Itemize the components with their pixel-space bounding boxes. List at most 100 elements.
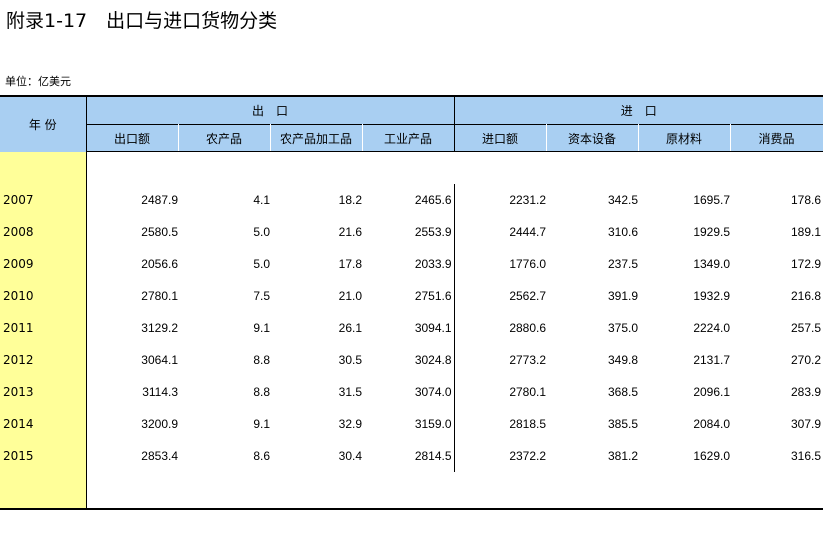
page-title: 附录1-17 出口与进口货物分类 xyxy=(6,10,278,32)
value-cell: 2224.0 xyxy=(693,321,731,335)
value-cell: 349.8 xyxy=(607,353,639,367)
value-cell: 172.9 xyxy=(791,257,822,271)
value-cell: 5.0 xyxy=(253,257,270,271)
value-cell: 310.6 xyxy=(607,225,639,239)
value-cell: 2580.5 xyxy=(141,225,178,239)
value-cell: 2096.1 xyxy=(693,385,731,399)
value-cell: 2131.7 xyxy=(693,353,731,367)
value-cell: 2444.7 xyxy=(509,225,547,239)
year-cell: 2013 xyxy=(0,376,87,408)
value-cell: 2465.6 xyxy=(362,184,455,216)
value-cell: 381.2 xyxy=(607,449,639,463)
value-cell: 2853.4 xyxy=(141,449,178,463)
value-cell: 3114.3 xyxy=(142,385,178,399)
value-cell: 2562.7 xyxy=(509,289,547,303)
value-cell: 385.5 xyxy=(607,417,639,431)
year-cell: 2015 xyxy=(0,440,87,472)
col-header-raw-materials: 原材料 xyxy=(638,124,731,152)
value-cell: 5.0 xyxy=(253,225,270,239)
col-header-agri-processed: 农产品加工品 xyxy=(270,124,363,152)
value-cell: 2487.9 xyxy=(141,193,178,207)
table-row: 2013 3114.3 8.8 31.5 3074.0 2780.1 368.5 2096.1… xyxy=(0,376,823,408)
table-row: 2007 2487.9 4.1 18.2 2465.6 2231.2 342.5 1695.7… xyxy=(0,184,823,216)
value-cell: 368.5 xyxy=(607,385,639,399)
table-row: 2010 2780.1 7.5 21.0 2751.6 2562.7 391.9 1932.9… xyxy=(0,280,823,312)
col-header-consumer-goods: 消费品 xyxy=(730,124,823,152)
year-cell: 2011 xyxy=(0,312,87,344)
value-cell: 21.6 xyxy=(338,225,362,239)
trade-table: 年 份 出 口 进 口 出口额 农产品 农产品加工品 工业产品 进口额 资本设备… xyxy=(0,95,823,510)
col-header-import-total: 进口额 xyxy=(454,124,547,152)
value-cell: 1932.9 xyxy=(693,289,731,303)
value-cell: 18.2 xyxy=(338,193,362,207)
value-cell: 1349.0 xyxy=(693,257,731,271)
import-group-header: 进 口 xyxy=(454,95,823,125)
col-header-export-total: 出口额 xyxy=(86,124,179,152)
value-cell: 270.2 xyxy=(791,353,822,367)
value-cell: 2814.5 xyxy=(362,440,455,472)
col-header-industrial: 工业产品 xyxy=(362,124,455,152)
year-cell-blank xyxy=(0,472,87,510)
year-cell-blank xyxy=(0,151,87,184)
value-cell: 9.1 xyxy=(253,417,270,431)
table-row: 2011 3129.2 9.1 26.1 3094.1 2880.6 375.0 2224.0… xyxy=(0,312,823,344)
value-cell: 237.5 xyxy=(607,257,639,271)
value-cell: 3094.1 xyxy=(362,312,455,344)
value-cell: 3200.9 xyxy=(141,417,178,431)
value-cell: 30.4 xyxy=(338,449,362,463)
col-header-agri: 农产品 xyxy=(178,124,271,152)
value-cell: 2084.0 xyxy=(693,417,731,431)
value-cell: 2780.1 xyxy=(509,385,547,399)
value-cell: 3129.2 xyxy=(141,321,178,335)
value-cell: 1929.5 xyxy=(693,225,731,239)
year-column-header: 年 份 xyxy=(0,95,87,152)
value-cell: 178.6 xyxy=(791,193,822,207)
value-cell: 9.1 xyxy=(253,321,270,335)
value-cell: 17.8 xyxy=(338,257,362,271)
value-cell: 3159.0 xyxy=(362,408,455,440)
unit-label: 单位：亿美元 xyxy=(5,75,71,88)
value-cell: 2880.6 xyxy=(509,321,547,335)
value-cell: 3024.8 xyxy=(362,344,455,376)
table-row: 2012 3064.1 8.8 30.5 3024.8 2773.2 349.8 2131.7… xyxy=(0,344,823,376)
value-cell: 2773.2 xyxy=(509,353,547,367)
value-cell: 2033.9 xyxy=(362,248,455,280)
value-cell: 316.5 xyxy=(791,449,822,463)
year-cell: 2010 xyxy=(0,280,87,312)
export-group-header: 出 口 xyxy=(86,95,455,125)
value-cell: 8.6 xyxy=(253,449,270,463)
value-cell: 307.9 xyxy=(791,417,822,431)
year-cell: 2007 xyxy=(0,184,87,216)
value-cell: 31.5 xyxy=(338,385,362,399)
col-header-capital-goods: 资本设备 xyxy=(546,124,639,152)
value-cell: 8.8 xyxy=(253,353,270,367)
year-cell: 2009 xyxy=(0,248,87,280)
value-cell: 2818.5 xyxy=(509,417,547,431)
value-cell: 8.8 xyxy=(253,385,270,399)
value-cell: 216.8 xyxy=(791,289,822,303)
value-cell: 391.9 xyxy=(607,289,639,303)
value-cell: 4.1 xyxy=(253,193,270,207)
value-cell: 2553.9 xyxy=(362,216,455,248)
value-cell: 21.0 xyxy=(338,289,362,303)
value-cell: 2780.1 xyxy=(141,289,178,303)
value-cell: 189.1 xyxy=(791,225,822,239)
value-cell: 2372.2 xyxy=(509,449,547,463)
year-cell: 2008 xyxy=(0,216,87,248)
value-cell: 283.9 xyxy=(791,385,822,399)
value-cell: 375.0 xyxy=(607,321,639,335)
table-row: 2008 2580.5 5.0 21.6 2553.9 2444.7 310.6 1929.5… xyxy=(0,216,823,248)
value-cell: 3064.1 xyxy=(141,353,178,367)
table-row: 2014 3200.9 9.1 32.9 3159.0 2818.5 385.5 2084.0… xyxy=(0,408,823,440)
value-cell: 32.9 xyxy=(338,417,362,431)
value-cell: 257.5 xyxy=(791,321,822,335)
value-cell: 2056.6 xyxy=(141,257,178,271)
value-cell: 2751.6 xyxy=(362,280,455,312)
year-cell: 2012 xyxy=(0,344,87,376)
value-cell: 30.5 xyxy=(338,353,362,367)
value-cell: 26.1 xyxy=(338,321,362,335)
value-cell: 342.5 xyxy=(607,193,639,207)
value-cell: 1776.0 xyxy=(509,257,547,271)
year-cell: 2014 xyxy=(0,408,87,440)
value-cell: 7.5 xyxy=(253,289,270,303)
